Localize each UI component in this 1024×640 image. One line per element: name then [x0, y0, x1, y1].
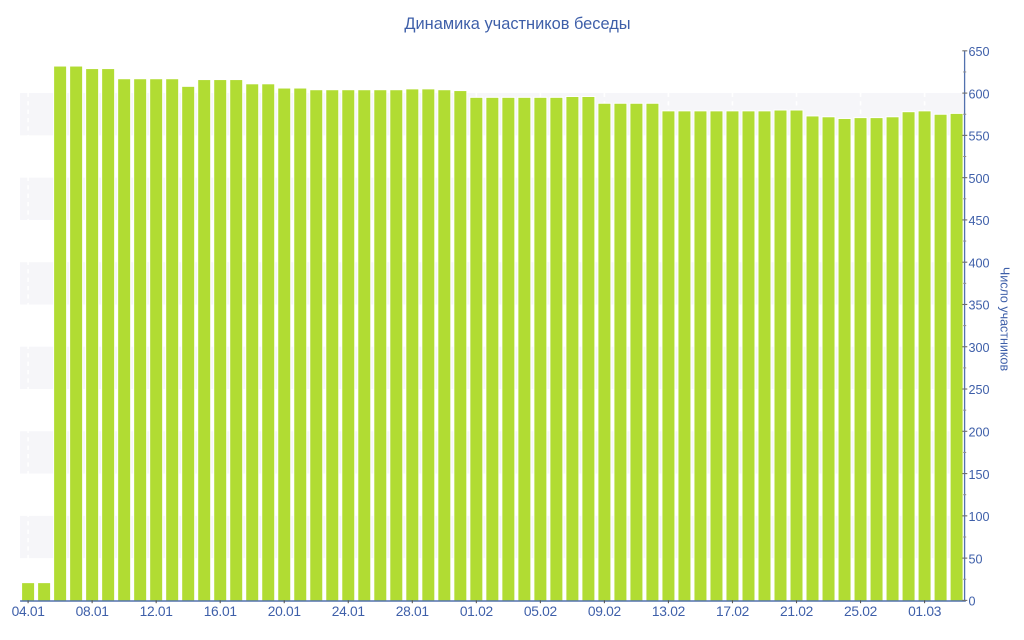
- svg-text:25.02: 25.02: [844, 604, 877, 619]
- svg-text:13.02: 13.02: [652, 604, 685, 619]
- svg-text:300: 300: [969, 341, 990, 355]
- svg-text:150: 150: [969, 468, 990, 482]
- svg-text:200: 200: [969, 426, 990, 440]
- svg-text:09.02: 09.02: [588, 604, 621, 619]
- svg-text:500: 500: [969, 172, 990, 186]
- svg-text:550: 550: [969, 130, 990, 144]
- svg-text:250: 250: [969, 383, 990, 397]
- svg-text:17.02: 17.02: [716, 604, 749, 619]
- svg-text:50: 50: [969, 552, 983, 566]
- svg-text:600: 600: [969, 87, 990, 101]
- svg-text:100: 100: [969, 510, 990, 524]
- svg-text:400: 400: [969, 256, 990, 270]
- svg-text:16.01: 16.01: [204, 604, 237, 619]
- svg-text:24.01: 24.01: [332, 604, 365, 619]
- svg-text:12.01: 12.01: [140, 604, 173, 619]
- svg-text:05.02: 05.02: [524, 604, 557, 619]
- svg-text:01.02: 01.02: [460, 604, 493, 619]
- svg-text:Число участников: Число участников: [998, 267, 1012, 372]
- svg-text:450: 450: [969, 214, 990, 228]
- svg-text:650: 650: [969, 45, 990, 59]
- svg-text:0: 0: [969, 595, 976, 609]
- svg-text:28.01: 28.01: [396, 604, 429, 619]
- svg-text:20.01: 20.01: [268, 604, 301, 619]
- svg-text:01.03: 01.03: [908, 604, 942, 619]
- svg-text:04.01: 04.01: [12, 604, 45, 619]
- svg-text:08.01: 08.01: [76, 604, 109, 619]
- svg-text:21.02: 21.02: [780, 604, 813, 619]
- svg-text:350: 350: [969, 299, 990, 313]
- svg-text:Динамика участников беседы: Динамика участников беседы: [404, 15, 630, 33]
